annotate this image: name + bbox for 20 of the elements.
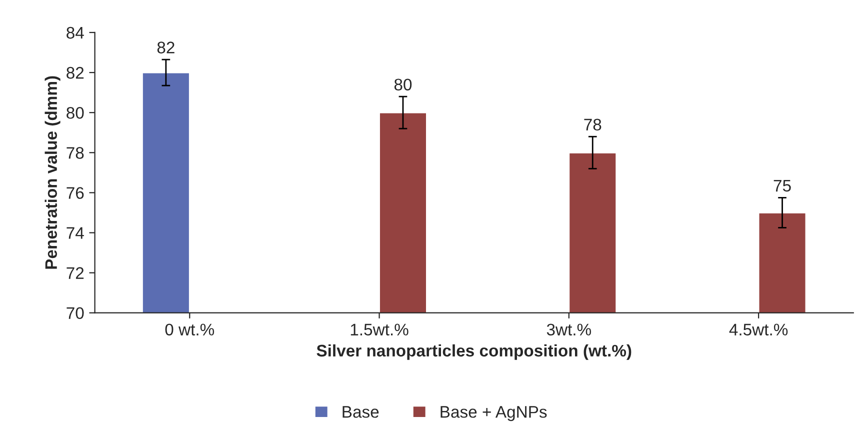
x-tick-label: 1.5wt.% bbox=[350, 324, 408, 336]
legend-label: Base + AgNPs bbox=[440, 406, 547, 422]
y-tick-label: 80 bbox=[66, 106, 84, 119]
y-tick-label: 84 bbox=[66, 26, 84, 39]
data-label: 78 bbox=[584, 118, 602, 131]
y-tick-label: 74 bbox=[66, 227, 84, 239]
x-tick-label: 4.5wt.% bbox=[729, 324, 788, 336]
y-axis-title: Penetration value (dmm) bbox=[44, 76, 60, 269]
y-tick-label: 78 bbox=[66, 147, 84, 159]
y-tick-label: 82 bbox=[66, 66, 84, 79]
x-tick-label: 3wt.% bbox=[546, 324, 592, 336]
data-label: 80 bbox=[394, 78, 412, 90]
x-tick-label: 0 wt.% bbox=[165, 324, 214, 336]
data-label: 75 bbox=[774, 180, 791, 192]
legend-label: Base bbox=[342, 406, 379, 418]
y-tick-label: 70 bbox=[66, 307, 84, 320]
x-axis-title: Silver nanoparticles composition (wt.%) bbox=[316, 344, 632, 360]
y-tick-label: 76 bbox=[66, 187, 84, 199]
y-tick-label: 72 bbox=[66, 267, 84, 279]
data-label: 82 bbox=[157, 42, 174, 54]
